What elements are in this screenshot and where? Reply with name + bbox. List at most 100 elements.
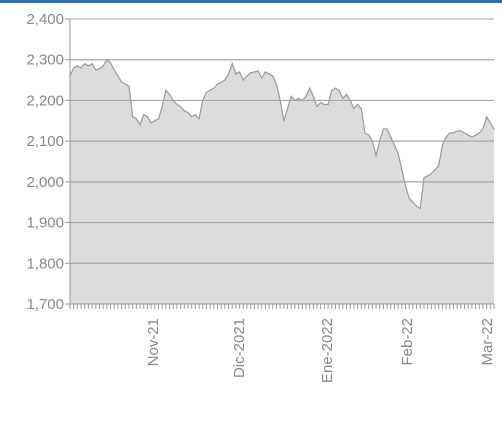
data-point — [250, 72, 252, 74]
data-point — [297, 97, 300, 99]
data-point — [486, 116, 488, 118]
data-point — [434, 169, 436, 171]
top-accent-rule — [0, 0, 502, 3]
data-point — [478, 132, 480, 134]
series-line — [69, 58, 495, 210]
data-point — [345, 93, 348, 95]
data-point — [191, 116, 193, 118]
data-point — [452, 132, 455, 134]
data-point — [474, 134, 477, 136]
x-tick-label: Dic-2021 — [231, 318, 248, 378]
data-point — [493, 128, 495, 130]
data-point — [242, 79, 244, 81]
data-point — [268, 73, 270, 75]
data-point — [187, 112, 189, 114]
data-point — [286, 107, 289, 110]
data-point — [390, 136, 392, 138]
y-tick-label: 1,900 — [26, 215, 64, 232]
data-point — [463, 132, 466, 134]
data-point — [198, 118, 200, 120]
data-point — [95, 69, 97, 71]
data-point — [143, 114, 145, 116]
data-point — [165, 89, 167, 91]
x-tick-label: Feb-22 — [399, 318, 416, 366]
data-point — [194, 114, 196, 116]
x-tick-labels: Nov-21 Dic-2021 Ene-2022 Feb-22 Mar-22 — [145, 318, 496, 383]
x-minor-ticks — [69, 304, 495, 309]
gridlines-layer — [70, 59, 494, 264]
x-tick-label: Ene-2022 — [319, 318, 336, 383]
data-point — [176, 103, 178, 106]
data-point — [327, 103, 329, 106]
y-tick-label: 2,000 — [26, 174, 64, 191]
data-point — [84, 63, 86, 65]
data-point — [423, 177, 425, 179]
data-point — [157, 118, 160, 120]
data-point — [382, 128, 384, 130]
data-point — [338, 89, 340, 91]
data-point — [397, 152, 399, 154]
data-point — [419, 207, 421, 209]
data-point — [283, 120, 285, 122]
data-point — [427, 175, 429, 177]
data-point — [168, 93, 171, 95]
data-point — [209, 89, 211, 91]
data-point — [482, 128, 484, 130]
data-point — [489, 122, 491, 124]
y-tick-label: 2,100 — [26, 133, 64, 150]
data-point — [456, 130, 458, 132]
data-point — [146, 116, 149, 118]
data-point — [117, 75, 119, 77]
data-point — [264, 71, 267, 73]
data-point — [76, 65, 78, 67]
axes-layer — [65, 18, 494, 305]
data-point — [334, 87, 337, 89]
data-point — [224, 79, 226, 81]
data-point — [80, 67, 82, 69]
data-point — [430, 173, 432, 175]
data-point — [401, 169, 403, 171]
data-point — [471, 136, 473, 138]
data-point — [408, 197, 410, 199]
data-point — [154, 120, 156, 122]
data-point — [412, 201, 414, 203]
data-point — [235, 73, 237, 75]
y-tick-label: 2,300 — [26, 52, 64, 69]
data-point — [312, 95, 314, 97]
data-point — [353, 107, 355, 110]
data-point — [368, 134, 370, 136]
x-tick-label: Mar-22 — [479, 318, 496, 366]
data-point — [239, 71, 241, 73]
data-point — [272, 75, 274, 77]
data-point — [356, 103, 359, 106]
data-point — [449, 132, 451, 134]
data-point — [216, 83, 219, 85]
data-point — [460, 130, 462, 132]
data-point — [360, 107, 362, 110]
data-point — [290, 95, 292, 97]
data-point — [139, 124, 141, 126]
data-point — [375, 154, 377, 156]
x-tick-label: Nov-21 — [145, 318, 162, 366]
data-point — [342, 97, 344, 99]
data-point — [124, 83, 126, 85]
data-point — [109, 62, 112, 64]
data-point — [205, 91, 208, 93]
data-point — [323, 103, 325, 106]
data-point — [309, 87, 311, 89]
data-point — [364, 132, 366, 134]
data-point — [438, 164, 440, 167]
data-point — [128, 85, 130, 87]
data-point — [183, 110, 185, 112]
data-point — [121, 81, 123, 83]
data-point — [441, 144, 443, 146]
data-point — [73, 67, 75, 69]
data-point — [331, 89, 333, 91]
data-point — [87, 65, 90, 67]
data-point — [113, 69, 115, 71]
data-point — [91, 63, 93, 65]
data-point — [180, 105, 182, 108]
data-point — [231, 63, 233, 65]
y-tick-label: 2,400 — [26, 11, 64, 28]
data-point — [393, 144, 396, 146]
